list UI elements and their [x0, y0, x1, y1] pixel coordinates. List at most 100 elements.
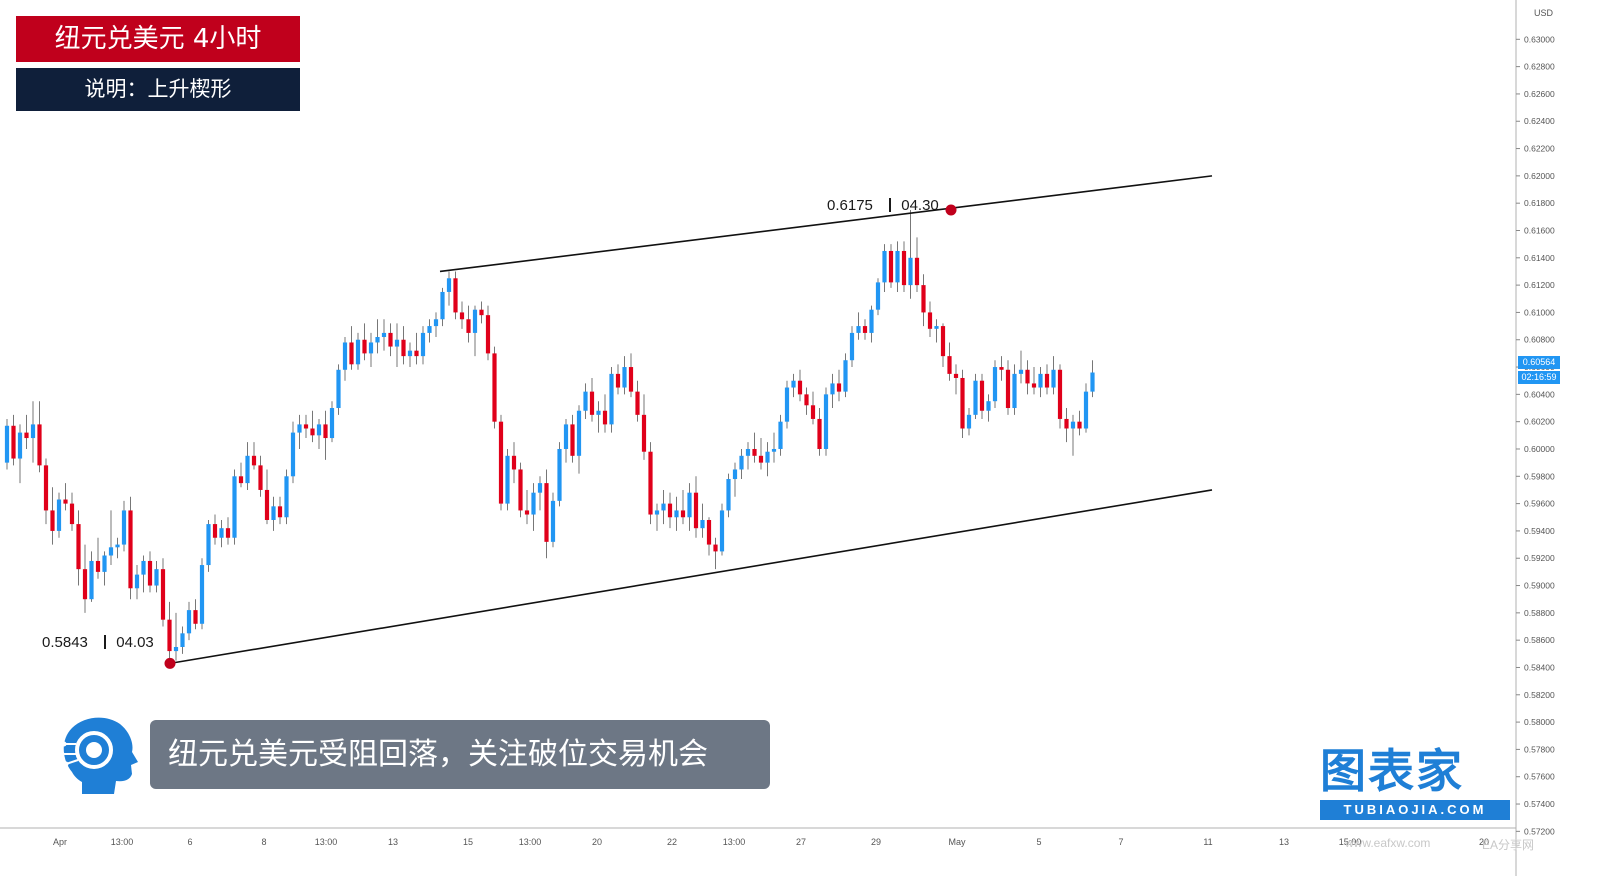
bull-candle-body [895, 250, 900, 283]
candle [63, 483, 68, 511]
bear-candle-body [706, 519, 712, 545]
bear-candle-body [479, 309, 484, 316]
low-point-marker [164, 657, 176, 669]
bull-candle-body [745, 448, 751, 456]
bull-candle-body [134, 574, 140, 589]
time-axis: Apr 13:00 6 8 13:00 13 15 13:00 20 22 13:00 27 29 May… [0, 827, 1516, 847]
bear-candle-body [1025, 369, 1030, 384]
candle [95, 537, 101, 579]
bear-candle-body [349, 342, 354, 365]
bull-candle-body [381, 332, 387, 338]
price-tick-label: 0.61600 [1524, 225, 1555, 235]
bull-candle-body [56, 499, 62, 531]
bear-candle-body [862, 326, 868, 333]
time-tick-label: 13 [1279, 837, 1289, 847]
bear-candle-body [11, 425, 16, 459]
chart-title: 纽元兑美元 4小时 [16, 16, 300, 62]
bear-candle-body [914, 257, 920, 286]
candle [342, 337, 348, 381]
bear-candle-body [82, 569, 88, 600]
bear-candle-body [147, 560, 153, 586]
bull-candle-body [89, 560, 94, 600]
bear-candle-body [713, 544, 718, 552]
candle [537, 476, 543, 511]
price-tick-label: 0.62800 [1524, 62, 1555, 72]
low-annotation: 0.5843 04.03 [42, 634, 154, 651]
candle [264, 469, 270, 525]
time-tick-label: 5 [1036, 837, 1041, 847]
candle [492, 346, 497, 429]
candle [862, 319, 868, 340]
price-tick-label: 0.60400 [1524, 389, 1555, 399]
candle [24, 414, 29, 449]
price-tick-label: 0.58600 [1524, 635, 1555, 645]
candle [154, 560, 159, 593]
candle [648, 442, 653, 525]
bull-candle-body [394, 339, 400, 347]
bear-candle-body [947, 356, 952, 374]
bull-candle-body [440, 291, 445, 320]
bear-candle-body [758, 455, 764, 463]
bull-candle-body [1083, 391, 1089, 429]
bull-candle-body [674, 510, 679, 518]
bull-candle-body [368, 342, 374, 354]
candle [225, 517, 231, 545]
bull-candle-body [427, 326, 432, 333]
bull-candle-body [765, 451, 770, 463]
candle [76, 510, 81, 586]
candle [979, 373, 985, 419]
bear-candle-body [667, 503, 673, 518]
candle [30, 401, 36, 463]
time-tick-label: 13:00 [111, 837, 134, 847]
lower-wedge-line [169, 489, 1213, 665]
candle [544, 469, 549, 559]
bear-candle-body [628, 367, 634, 392]
candle [1090, 360, 1095, 398]
time-tick-label: 7 [1118, 837, 1123, 847]
bull-candle-body [537, 483, 543, 493]
bear-candle-body [797, 380, 803, 395]
candle [953, 364, 959, 395]
candle [901, 241, 907, 292]
price-tick-label: 0.58400 [1524, 662, 1555, 672]
candle [589, 377, 595, 422]
candle [206, 519, 211, 572]
candle [823, 387, 829, 456]
price-tick-label: 0.62600 [1524, 89, 1555, 99]
bear-candle-body [810, 405, 816, 419]
candle [1070, 414, 1076, 456]
candle [999, 356, 1004, 381]
bull-candle-body [173, 646, 179, 652]
candle [89, 551, 94, 602]
candle [173, 612, 179, 661]
candle [420, 326, 426, 365]
candle [1005, 360, 1011, 415]
candle [992, 360, 998, 409]
price-tick-label: 0.57200 [1524, 826, 1555, 836]
candle [17, 424, 23, 484]
time-tick-label: Apr [53, 837, 67, 847]
time-tick-label: 13:00 [315, 837, 338, 847]
bear-candle-body [225, 528, 231, 538]
candle [121, 500, 127, 552]
candle [388, 323, 393, 357]
bull-candle-body [472, 309, 478, 333]
price-tick-label: 0.62200 [1524, 144, 1555, 154]
candle [56, 492, 62, 538]
bear-candle-body [1077, 421, 1082, 429]
candle [609, 367, 614, 433]
candle [1057, 364, 1063, 429]
bear-candle-body [680, 510, 686, 518]
time-tick-label: 20 [1479, 837, 1489, 847]
bull-candle-body [576, 410, 582, 456]
candles-group [4, 210, 1095, 664]
bear-candle-body [485, 315, 491, 354]
price-tick-label: 0.59200 [1524, 553, 1555, 563]
candle [615, 364, 621, 395]
bear-candle-body [251, 455, 257, 466]
candle [576, 405, 582, 474]
candle [654, 503, 660, 531]
bear-candle-body [69, 503, 75, 525]
bull-candle-body [732, 469, 738, 480]
bull-candle-body [830, 383, 835, 395]
